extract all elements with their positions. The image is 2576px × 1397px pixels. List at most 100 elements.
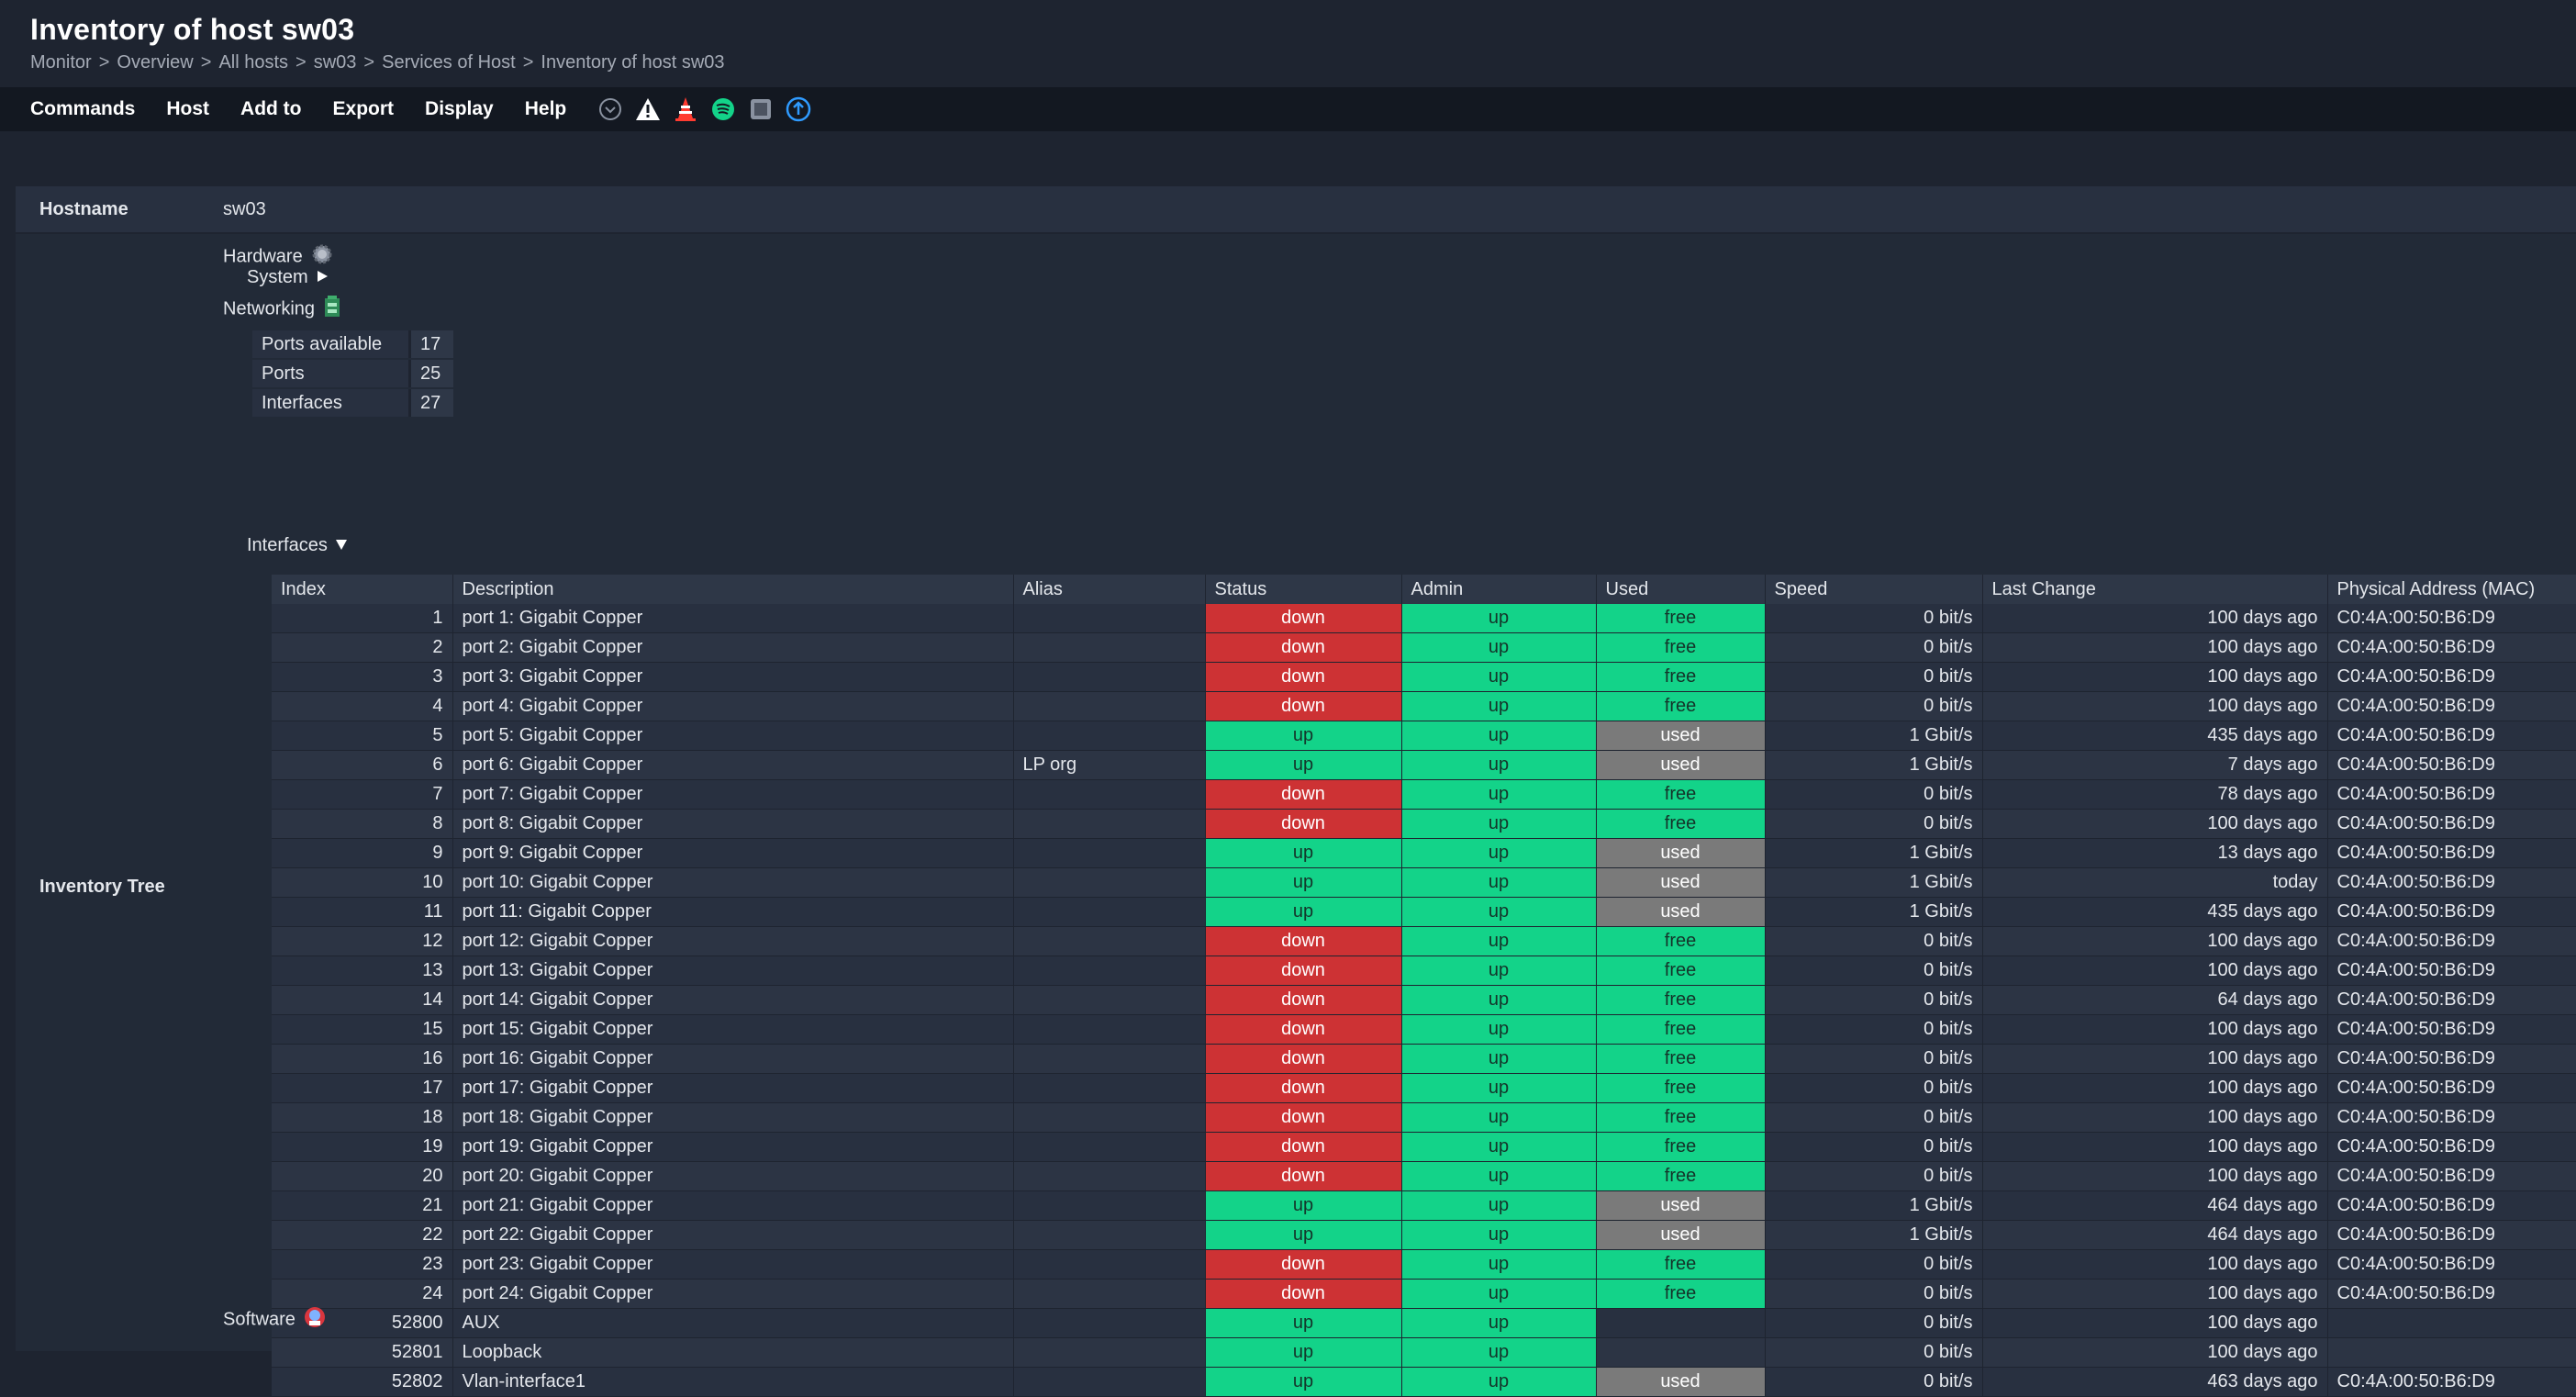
menu-add-to[interactable]: Add to (240, 98, 302, 119)
cell-alias: LP org (1013, 750, 1206, 780)
chevron-down-circle-icon[interactable] (597, 96, 623, 122)
hostname-value: sw03 (223, 199, 266, 219)
cell-status: down (1205, 1014, 1402, 1045)
cell-mac: C0:4A:00:50:B6:D9 (2327, 662, 2576, 692)
menu-display[interactable]: Display (425, 98, 494, 119)
cell-admin: up (1401, 779, 1597, 810)
cell-used: free (1596, 1279, 1766, 1309)
column-header-admin[interactable]: Admin (1401, 575, 1597, 604)
cell-admin: up (1401, 985, 1597, 1015)
cell-used: free (1596, 1044, 1766, 1074)
cell-description: port 22: Gigabit Copper (452, 1220, 1014, 1250)
cell-description: port 21: Gigabit Copper (452, 1190, 1014, 1221)
cell-status: up (1205, 838, 1402, 868)
cell-used: used (1596, 1190, 1766, 1221)
cell-status: down (1205, 662, 1402, 692)
cell-status: up (1205, 1308, 1402, 1338)
cell-used: free (1596, 691, 1766, 721)
cell-speed: 1 Gbit/s (1765, 1220, 1983, 1250)
cell-description: Loopback (452, 1337, 1014, 1368)
cell-admin: up (1401, 897, 1597, 927)
cell-last-change: 100 days ago (1982, 1249, 2328, 1280)
breadcrumb-item-all-hosts[interactable]: All hosts (218, 52, 289, 73)
cell-alias (1013, 1220, 1206, 1250)
table-row: 5 port 5: Gigabit Copper up up used 1 Gbit/s 4… (272, 721, 2576, 751)
cell-used: used (1596, 1367, 1766, 1397)
cell-speed: 1 Gbit/s (1765, 1190, 1983, 1221)
upload-circle-icon[interactable] (786, 96, 811, 122)
summary-value: 27 (408, 389, 453, 417)
triangle-down-icon (335, 535, 348, 556)
cell-admin: up (1401, 1249, 1597, 1280)
cell-alias (1013, 1102, 1206, 1133)
cell-index: 19 (272, 1132, 453, 1162)
cell-last-change: 464 days ago (1982, 1190, 2328, 1221)
cell-speed: 0 bit/s (1765, 1102, 1983, 1133)
gear-chip-icon (310, 242, 334, 272)
cell-admin: up (1401, 1161, 1597, 1191)
cell-description: port 13: Gigabit Copper (452, 956, 1014, 986)
cell-index: 21 (272, 1190, 453, 1221)
cell-mac: C0:4A:00:50:B6:D9 (2327, 1220, 2576, 1250)
menu-host[interactable]: Host (166, 98, 210, 119)
main-content: Hostname sw03 Inventory Tree Hardware Sy… (0, 131, 2576, 1397)
cell-description: port 10: Gigabit Copper (452, 867, 1014, 898)
column-header-mac[interactable]: Physical Address (MAC) (2327, 575, 2576, 604)
networking-summary-table: Ports available 17 Ports 25 Interfaces 27 (252, 329, 453, 419)
column-header-status[interactable]: Status (1205, 575, 1402, 604)
cell-mac: C0:4A:00:50:B6:D9 (2327, 750, 2576, 780)
tree-node-networking[interactable]: Networking (223, 295, 342, 324)
column-header-alias[interactable]: Alias (1013, 575, 1206, 604)
column-header-description[interactable]: Description (452, 575, 1014, 604)
menu-commands[interactable]: Commands (30, 98, 136, 119)
breadcrumb-item-overview[interactable]: Overview (117, 52, 194, 73)
column-header-index[interactable]: Index (272, 575, 453, 604)
cell-alias (1013, 956, 1206, 986)
cell-alias (1013, 985, 1206, 1015)
warning-icon[interactable] (635, 96, 661, 122)
cell-admin: up (1401, 1102, 1597, 1133)
cell-admin: up (1401, 632, 1597, 663)
cell-mac: C0:4A:00:50:B6:D9 (2327, 1161, 2576, 1191)
cell-alias (1013, 779, 1206, 810)
cell-speed: 0 bit/s (1765, 779, 1983, 810)
cell-admin: up (1401, 1367, 1597, 1397)
table-row: 6 port 6: Gigabit Copper LP org up up used 1 G… (272, 750, 2576, 780)
cell-description: port 11: Gigabit Copper (452, 897, 1014, 927)
column-header-speed[interactable]: Speed (1765, 575, 1983, 604)
cell-index: 10 (272, 867, 453, 898)
table-header-row: Index Description Alias Status Admin Use… (272, 575, 2576, 604)
cell-alias (1013, 1073, 1206, 1103)
stop-square-icon[interactable] (748, 96, 774, 122)
menu-export[interactable]: Export (332, 98, 395, 119)
breadcrumb-item-inventory: Inventory of host sw03 (541, 52, 725, 73)
breadcrumb-item-monitor[interactable]: Monitor (30, 52, 92, 73)
traffic-cone-icon[interactable] (673, 96, 698, 122)
column-header-last-change[interactable]: Last Change (1982, 575, 2328, 604)
table-row: 4 port 4: Gigabit Copper down up free 0 bit/s… (272, 691, 2576, 721)
cell-speed: 0 bit/s (1765, 1367, 1983, 1397)
cell-admin: up (1401, 1220, 1597, 1250)
table-row: 52801 Loopback up up 0 bit/s 100 days ago (272, 1337, 2576, 1368)
column-header-used[interactable]: Used (1596, 575, 1766, 604)
cell-speed: 0 bit/s (1765, 1249, 1983, 1280)
cell-mac: C0:4A:00:50:B6:D9 (2327, 1044, 2576, 1074)
cell-status: up (1205, 867, 1402, 898)
menu-help[interactable]: Help (524, 98, 567, 119)
cell-index: 2 (272, 632, 453, 663)
cell-last-change: 100 days ago (1982, 956, 2328, 986)
page-title: Inventory of host sw03 (30, 13, 355, 46)
tree-node-interfaces[interactable]: Interfaces (247, 535, 348, 556)
tree-node-software[interactable]: Software (223, 1305, 327, 1335)
inventory-tree-label: Inventory Tree (39, 877, 165, 897)
breadcrumb-item-host[interactable]: sw03 (313, 52, 357, 73)
cell-last-change: 100 days ago (1982, 662, 2328, 692)
cell-speed: 0 bit/s (1765, 1073, 1983, 1103)
summary-key: Ports available (252, 330, 408, 358)
cell-used: free (1596, 809, 1766, 839)
tree-node-hardware-label: Hardware (223, 246, 303, 267)
tree-node-system[interactable]: System (247, 267, 329, 288)
spotify-like-icon[interactable] (710, 96, 736, 122)
tree-node-hardware[interactable]: Hardware (223, 242, 334, 272)
breadcrumb-item-services[interactable]: Services of Host (382, 52, 516, 73)
